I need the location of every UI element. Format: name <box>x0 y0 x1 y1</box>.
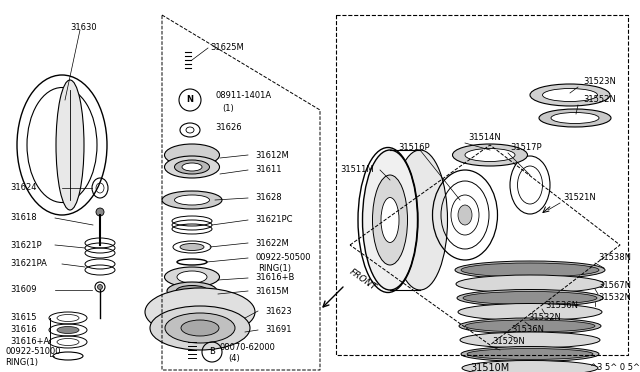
Ellipse shape <box>460 332 600 348</box>
Ellipse shape <box>164 156 220 178</box>
Text: 31616+A: 31616+A <box>10 337 49 346</box>
Text: 31615: 31615 <box>10 314 36 323</box>
Text: N: N <box>186 96 193 105</box>
Text: 31612M: 31612M <box>255 151 289 160</box>
Ellipse shape <box>461 346 599 362</box>
Text: 31517P: 31517P <box>510 144 541 153</box>
Ellipse shape <box>381 198 399 243</box>
Ellipse shape <box>96 208 104 216</box>
Ellipse shape <box>539 109 611 127</box>
Ellipse shape <box>57 327 79 334</box>
Text: 31552N: 31552N <box>583 96 616 105</box>
Text: 31624: 31624 <box>10 183 36 192</box>
Text: 31536N: 31536N <box>511 326 544 334</box>
Ellipse shape <box>392 150 447 290</box>
Ellipse shape <box>164 267 220 287</box>
Text: 31510M: 31510M <box>470 363 509 372</box>
Ellipse shape <box>186 127 194 133</box>
Text: 31516P: 31516P <box>398 144 429 153</box>
Ellipse shape <box>145 288 255 336</box>
Text: (4): (4) <box>228 353 240 362</box>
Ellipse shape <box>455 261 605 279</box>
Text: RING(1): RING(1) <box>258 263 291 273</box>
Ellipse shape <box>56 80 84 210</box>
Text: 08911-1401A: 08911-1401A <box>215 90 271 99</box>
Text: 31529N: 31529N <box>492 337 525 346</box>
Text: 00922-51000: 00922-51000 <box>5 347 61 356</box>
Ellipse shape <box>181 320 219 336</box>
Text: 31630: 31630 <box>70 23 97 32</box>
Text: 31616: 31616 <box>10 326 36 334</box>
Text: 31511M: 31511M <box>340 166 374 174</box>
Text: (1): (1) <box>222 103 234 112</box>
Ellipse shape <box>167 282 217 300</box>
Text: 31521N: 31521N <box>563 193 596 202</box>
Ellipse shape <box>465 148 515 161</box>
Text: 31621PA: 31621PA <box>10 260 47 269</box>
Ellipse shape <box>543 89 598 102</box>
Ellipse shape <box>165 313 235 343</box>
Ellipse shape <box>461 263 599 277</box>
Ellipse shape <box>457 289 603 307</box>
Text: 31622M: 31622M <box>255 238 289 247</box>
Text: 31514N: 31514N <box>468 134 500 142</box>
Ellipse shape <box>180 244 204 250</box>
Ellipse shape <box>530 84 610 106</box>
Ellipse shape <box>97 285 102 289</box>
Text: FRONT: FRONT <box>348 267 378 292</box>
Text: 08070-62000: 08070-62000 <box>220 343 276 353</box>
Ellipse shape <box>362 150 417 290</box>
Text: 31611: 31611 <box>255 166 282 174</box>
Ellipse shape <box>551 112 599 124</box>
Ellipse shape <box>175 195 209 205</box>
Text: 31623: 31623 <box>265 307 292 315</box>
Ellipse shape <box>182 163 202 171</box>
Text: RING(1): RING(1) <box>5 357 38 366</box>
Text: 31609: 31609 <box>10 285 36 295</box>
Text: 31523N: 31523N <box>583 77 616 87</box>
Text: 31691: 31691 <box>265 326 291 334</box>
Ellipse shape <box>456 275 604 293</box>
Ellipse shape <box>467 349 593 359</box>
Ellipse shape <box>458 304 602 321</box>
Text: 31567N: 31567N <box>598 280 631 289</box>
Ellipse shape <box>462 360 598 372</box>
Text: 31536N: 31536N <box>545 301 578 310</box>
Text: 00922-50500: 00922-50500 <box>255 253 310 263</box>
Ellipse shape <box>465 320 595 332</box>
Text: 31628: 31628 <box>255 193 282 202</box>
Text: 31616+B: 31616+B <box>255 273 294 282</box>
Text: B: B <box>209 347 215 356</box>
Ellipse shape <box>177 271 207 283</box>
Text: 31621P: 31621P <box>10 241 42 250</box>
Ellipse shape <box>164 144 220 166</box>
Text: 31618: 31618 <box>10 214 36 222</box>
Ellipse shape <box>176 285 208 296</box>
Text: 31625M: 31625M <box>210 44 244 52</box>
Ellipse shape <box>372 175 408 265</box>
Ellipse shape <box>458 205 472 225</box>
Text: 31538N: 31538N <box>598 253 631 263</box>
Ellipse shape <box>175 160 209 174</box>
Text: ^3 5^ 0 5^: ^3 5^ 0 5^ <box>590 363 640 372</box>
Text: 31615M: 31615M <box>255 286 289 295</box>
Ellipse shape <box>162 191 222 209</box>
Ellipse shape <box>150 306 250 350</box>
Text: 31621PC: 31621PC <box>255 215 292 224</box>
Text: 31532N: 31532N <box>528 314 561 323</box>
Ellipse shape <box>459 318 601 334</box>
Ellipse shape <box>463 292 597 305</box>
Ellipse shape <box>452 144 527 166</box>
Text: 31532N: 31532N <box>598 294 631 302</box>
Text: 31626: 31626 <box>215 124 242 132</box>
